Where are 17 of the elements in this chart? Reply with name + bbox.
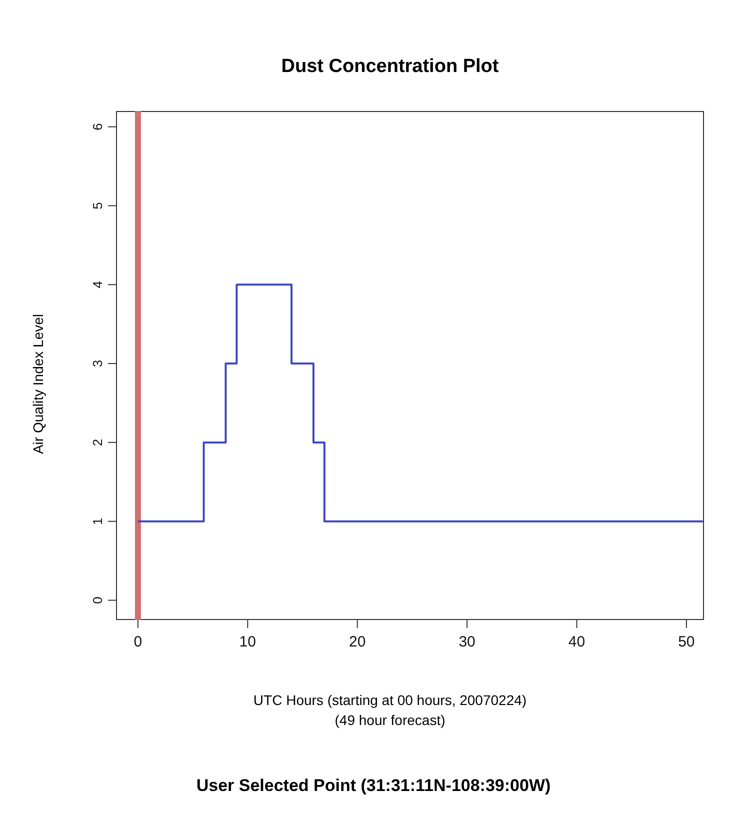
y-tick-label: 2 <box>90 438 105 446</box>
x-tick-label: 40 <box>568 634 586 651</box>
y-tick-label: 4 <box>90 280 105 288</box>
y-tick-label: 6 <box>90 123 105 130</box>
x-tick-label: 50 <box>678 634 695 651</box>
y-axis-title: Air Quality Index Level <box>30 312 46 456</box>
y-tick-label: 5 <box>90 202 105 210</box>
x-tick-label: 30 <box>458 634 476 651</box>
y-tick-label: 0 <box>90 596 105 604</box>
x-tick-label: 20 <box>349 634 366 651</box>
y-tick-label: 3 <box>90 360 105 368</box>
text: User Selected Point (31:31:11N-108:39:00W) <box>195 776 552 796</box>
chart-title: Dust Concentration Plot <box>280 56 500 78</box>
x-axis-title: UTC Hours (starting at 00 hours, 20070224) (49 hour forecast) <box>252 691 528 730</box>
y-tick-label: 1 <box>90 518 105 525</box>
x-tick-label: 10 <box>239 634 256 651</box>
x-tick-label: 0 <box>134 634 142 651</box>
